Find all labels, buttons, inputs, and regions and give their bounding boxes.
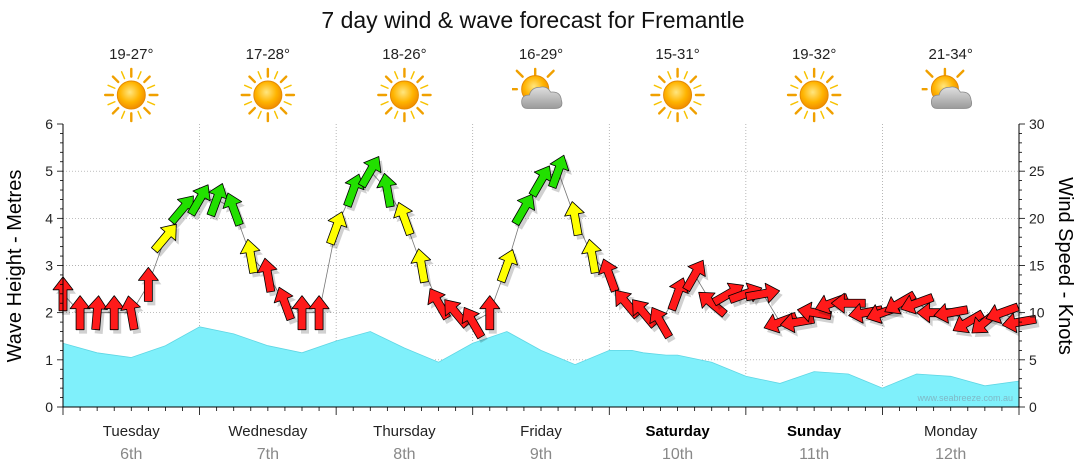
- date-label: 7th: [257, 446, 279, 463]
- left-tick-label: 2: [45, 305, 53, 321]
- left-tick-label: 4: [45, 210, 53, 226]
- right-axis-label: Wind Speed - Knots: [1054, 177, 1076, 355]
- temperature-label: 18-26°: [382, 46, 426, 63]
- wind-arrow: [649, 306, 673, 340]
- right-tick-label: 30: [1029, 116, 1045, 132]
- date-label: 11th: [799, 446, 829, 463]
- temperature-label: 15-31°: [655, 46, 699, 63]
- left-tick-label: 6: [45, 116, 53, 132]
- wind-arrow: [985, 302, 1020, 324]
- day-label: Monday: [924, 423, 978, 440]
- wind-arrow: [461, 306, 486, 340]
- wind-arrow: [682, 259, 706, 293]
- left-axis-label: Wave Height - Metres: [4, 170, 26, 363]
- wind-arrow: [151, 223, 177, 254]
- right-tick-label: 25: [1029, 163, 1045, 179]
- temperature-label: 19-27°: [109, 46, 153, 63]
- wind-arrow: [239, 238, 261, 274]
- day-label: Tuesday: [103, 423, 160, 440]
- wind-arrow: [69, 295, 91, 331]
- day-label: Friday: [520, 423, 562, 440]
- date-label: 10th: [662, 446, 693, 463]
- right-tick-label: 15: [1029, 258, 1045, 274]
- wind-arrow: [900, 293, 935, 315]
- wind-arrow: [511, 193, 535, 227]
- chart-title: 7 day wind & wave forecast for Fremantle: [321, 7, 744, 33]
- wind-arrow: [393, 201, 415, 237]
- wind-arrow: [120, 295, 141, 331]
- wind-arrow: [357, 156, 382, 189]
- day-label: Thursday: [373, 423, 436, 440]
- date-label: 6th: [120, 446, 142, 463]
- left-tick-label: 1: [45, 352, 53, 368]
- temperature-label: 21-34°: [929, 46, 973, 63]
- day-label: Saturday: [645, 423, 710, 440]
- wave-height-area: [62, 326, 1020, 408]
- sun-icon: [650, 67, 705, 123]
- left-tick-label: 5: [45, 163, 53, 179]
- wind-arrow: [326, 211, 348, 246]
- right-tick-label: 10: [1029, 305, 1045, 321]
- wind-arrow: [496, 249, 519, 284]
- wind-arrow: [273, 286, 295, 321]
- sun-icon: [103, 67, 159, 123]
- date-label: 8th: [393, 446, 415, 463]
- temperature-label: 16-29°: [519, 46, 563, 63]
- day-label: Sunday: [787, 423, 842, 440]
- wind-arrow: [933, 303, 969, 324]
- wind-arrow: [548, 154, 570, 189]
- left-tick-label: 3: [45, 258, 53, 274]
- temperature-label: 17-28°: [246, 46, 290, 63]
- sun-icon: [786, 67, 842, 123]
- right-tick-label: 20: [1029, 210, 1045, 226]
- sun-icon: [377, 67, 432, 123]
- sun-icon: [240, 67, 296, 123]
- wind-arrow: [698, 291, 728, 318]
- temperature-label: 19-32°: [792, 46, 836, 63]
- wind-arrow: [222, 192, 244, 227]
- partly-cloudy-icon: [512, 67, 564, 110]
- credit-text: www.seabreeze.com.au: [916, 393, 1013, 403]
- wind-arrow: [256, 257, 278, 293]
- date-label: 12th: [935, 446, 966, 463]
- wind-arrow: [830, 292, 866, 314]
- wind-arrow: [745, 282, 781, 304]
- wind-arrow: [87, 295, 108, 331]
- wind-arrow: [952, 309, 985, 334]
- partly-cloudy-icon: [921, 67, 973, 110]
- wind-arrow: [479, 295, 501, 331]
- wind-arrow: [797, 301, 832, 323]
- wind-arrow: [308, 295, 330, 331]
- wind-arrow: [564, 201, 585, 237]
- wind-arrow: [187, 184, 211, 217]
- date-label: 9th: [530, 446, 552, 463]
- right-tick-label: 0: [1029, 399, 1037, 415]
- wind-arrow: [137, 266, 159, 302]
- wind-arrow: [376, 172, 397, 208]
- right-tick-label: 5: [1029, 352, 1037, 368]
- wind-arrow: [581, 238, 602, 274]
- left-tick-label: 0: [45, 399, 53, 415]
- day-label: Wednesday: [228, 423, 307, 440]
- wind-arrow: [410, 248, 432, 284]
